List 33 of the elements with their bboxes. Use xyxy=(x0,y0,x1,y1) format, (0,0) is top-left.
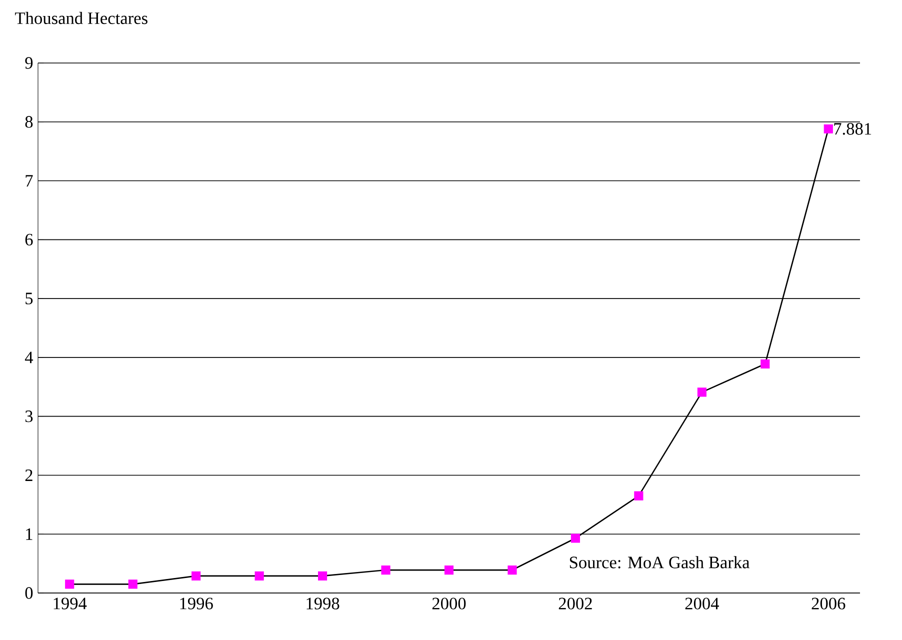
x-tick-label: 2002 xyxy=(558,598,592,610)
point xyxy=(381,565,390,575)
y-axis-title: Thousand Hectares xyxy=(15,12,148,24)
x-tick-label: 2000 xyxy=(432,598,466,610)
point xyxy=(824,124,833,134)
point xyxy=(760,359,770,368)
y-tick-label: 0 xyxy=(25,587,33,599)
annotation: Source: MoA Gash Barka xyxy=(570,556,750,568)
point xyxy=(570,534,580,543)
x-tick-label: 1994 xyxy=(54,598,87,610)
point xyxy=(192,571,201,580)
x-tick-label: 2006 xyxy=(812,598,846,610)
point xyxy=(254,571,264,580)
y-tick-label: 3 xyxy=(25,410,33,422)
point xyxy=(65,580,74,589)
x-tick-label: 1996 xyxy=(180,598,213,610)
point xyxy=(508,565,517,575)
y-tick-label: 1 xyxy=(26,528,32,540)
y-tick-label: 6 xyxy=(25,234,33,246)
y-tick-label: 7 xyxy=(26,175,33,186)
point xyxy=(444,565,454,575)
point xyxy=(128,580,138,589)
point xyxy=(318,571,328,580)
y-tick-label: 5 xyxy=(26,292,33,304)
y-tick-label: 2 xyxy=(25,469,32,481)
y-tick-label: 9 xyxy=(25,57,33,69)
point xyxy=(697,388,706,397)
y-tick-label: 4 xyxy=(24,352,34,364)
y-tick-label: 8 xyxy=(25,116,33,128)
data-label: 7.881 xyxy=(834,123,872,135)
x-tick-label: 1998 xyxy=(306,598,340,610)
x-tick-label: 2004 xyxy=(685,598,719,610)
point xyxy=(634,491,644,500)
